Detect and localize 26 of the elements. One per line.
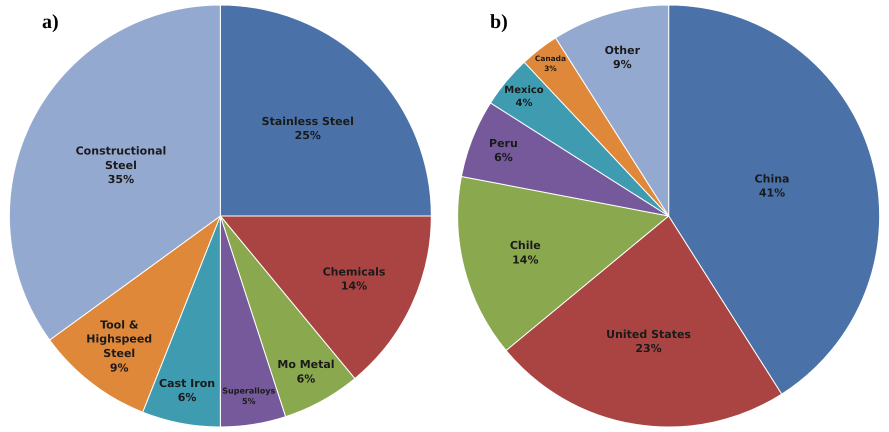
slice-label: United States <box>606 328 692 341</box>
data-label: 4% <box>515 98 532 110</box>
slice-label: Constructional Steel <box>76 144 166 172</box>
slice-label: Stainless Steel <box>262 114 354 128</box>
slice-label: Mexico <box>504 85 544 96</box>
data-label: 14% <box>340 280 368 293</box>
data-label: 23% <box>635 342 662 356</box>
data-label: 35% <box>108 173 134 186</box>
data-label: 6% <box>494 151 513 164</box>
data-label: 9% <box>110 361 129 374</box>
slice-label: Chemicals <box>322 265 386 278</box>
data-label: 41% <box>758 186 786 200</box>
slice-label: China <box>754 172 790 186</box>
slice-label: Cast Iron <box>159 376 216 390</box>
slice-label: Chile <box>510 239 541 252</box>
slice-label: Peru <box>489 136 518 150</box>
slice-label: Mo Metal <box>277 358 335 372</box>
chart-title: b) <box>490 11 508 33</box>
data-label: 6% <box>178 391 196 404</box>
data-label: 6% <box>296 372 316 386</box>
data-label: 9% <box>612 58 632 72</box>
data-label: 25% <box>294 129 321 142</box>
chart-title: a) <box>42 11 59 33</box>
slice-label: Other <box>604 44 641 57</box>
data-label: 14% <box>512 253 538 266</box>
slice-label: Tool & Highspeed Steel <box>86 318 152 360</box>
